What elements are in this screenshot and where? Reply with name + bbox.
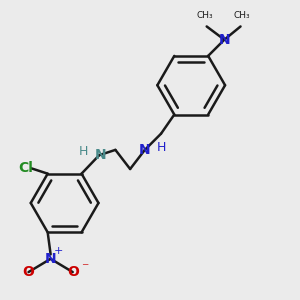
Text: CH₃: CH₃ [197, 11, 214, 20]
Text: Cl: Cl [18, 161, 33, 176]
Text: +: + [54, 246, 64, 256]
Text: N: N [139, 143, 151, 157]
Text: H: H [156, 141, 166, 154]
Text: H: H [78, 145, 88, 158]
Text: ⁻: ⁻ [81, 262, 89, 275]
Text: CH₃: CH₃ [234, 11, 250, 20]
Text: N: N [95, 148, 106, 162]
Text: O: O [22, 265, 34, 279]
Text: N: N [218, 33, 230, 47]
Text: O: O [67, 265, 79, 279]
Text: N: N [45, 252, 56, 266]
